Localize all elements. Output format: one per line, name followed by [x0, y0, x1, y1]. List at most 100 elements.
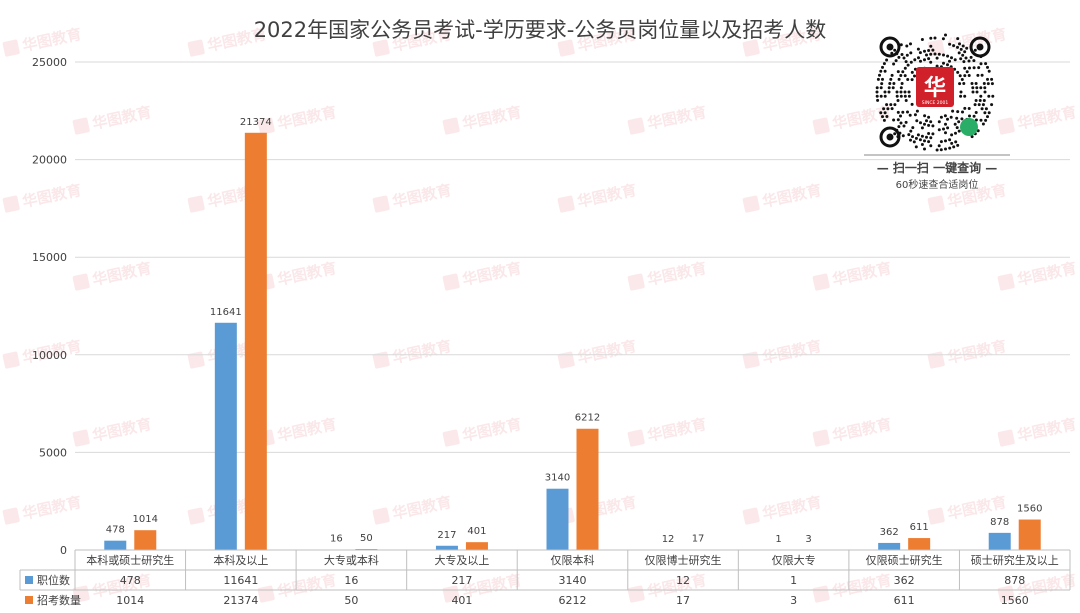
watermark-text: 华图教育 [831, 571, 893, 601]
bar [134, 530, 157, 550]
qr-code-panel: 华 SINCE 2001 — 扫一扫 一键查询 — 60秒速查合适岗位 [864, 33, 1010, 191]
category-label: 仅限硕士研究生 [866, 553, 943, 567]
data-label: 6212 [575, 413, 600, 424]
watermark-text: 华图教育 [91, 259, 153, 289]
table-cell: 478 [120, 574, 141, 587]
legend-swatch [25, 596, 33, 604]
logo-glyph: 华 [924, 75, 946, 101]
watermark-text: 华图教育 [646, 259, 708, 289]
data-labels: 478 1014 11641 21374 16 50 217 401 3140 6212 12 17 1… [106, 117, 1043, 545]
watermark-text: 华图教育 [276, 103, 338, 133]
table-cell: 362 [894, 574, 915, 587]
watermark-logo: 华图教育 [372, 181, 453, 213]
watermark-logo: 华图教育 [257, 259, 338, 291]
watermark-text: 华图教育 [646, 415, 708, 445]
watermark-logo: 华图教育 [812, 415, 893, 447]
y-tick-label: 0 [60, 544, 67, 557]
watermark-logo: 华图教育 [72, 103, 153, 135]
category-label: 本科及以上 [213, 553, 268, 567]
category-label: 大专及以上 [434, 553, 489, 567]
data-label: 478 [106, 525, 125, 536]
y-axis-ticks: 0 5000 10000 15000 20000 25000 [32, 56, 67, 557]
watermark-logo: 华图教育 [2, 25, 83, 57]
table-cell: 50 [344, 594, 358, 607]
watermark-logo: 华图教育 [72, 415, 153, 447]
data-label: 1560 [1017, 504, 1042, 515]
table-cell: 11641 [223, 574, 258, 587]
y-tick-label: 5000 [39, 446, 67, 459]
data-label: 16 [330, 534, 343, 545]
wechat-mini-icon [960, 118, 978, 136]
y-tick-label: 10000 [32, 349, 67, 362]
data-label: 3 [805, 534, 811, 545]
data-label: 401 [467, 526, 486, 537]
watermark-logo: 华图教育 [742, 493, 823, 525]
bar [1018, 519, 1041, 550]
bar [104, 540, 127, 550]
table-cell: 16 [344, 574, 358, 587]
watermark-logo: 华图教育 [442, 415, 523, 447]
category-label: 本科或硕士研究生 [86, 553, 174, 567]
watermark-logo: 华图教育 [742, 181, 823, 213]
bar [244, 132, 267, 550]
category-label: 大专或本科 [324, 553, 379, 567]
table-cell: 17 [676, 594, 690, 607]
watermark-logo: 华图教育 [257, 415, 338, 447]
category-label: 硕士研究生及以上 [971, 553, 1059, 567]
watermark-text: 华图教育 [831, 259, 893, 289]
watermark-logo: 华图教育 [997, 415, 1078, 447]
bars [104, 132, 1041, 550]
table-cell: 401 [451, 594, 472, 607]
bar [576, 428, 599, 550]
bar [465, 542, 488, 550]
legend-swatch [25, 576, 33, 584]
watermark-logo: 华图教育 [257, 571, 338, 603]
logo-badge [916, 67, 954, 107]
watermark-text: 华图教育 [21, 25, 83, 55]
watermark-text: 华图教育 [276, 571, 338, 601]
data-table: 本科或硕士研究生 本科及以上 大专或本科 大专及以上 仅限本科 仅限博士研究生 仅限大专 仅限… [19, 549, 1071, 607]
table-cell: 1 [790, 574, 797, 587]
watermark-logo: 华图教育 [627, 259, 708, 291]
data-label: 878 [990, 517, 1009, 528]
table-cell: 6212 [559, 594, 587, 607]
watermark-logo: 华图教育 [627, 103, 708, 135]
bar [878, 542, 901, 550]
y-tick-label: 25000 [32, 56, 67, 69]
watermark-text: 华图教育 [91, 415, 153, 445]
watermark-text: 华图教育 [391, 181, 453, 211]
watermark-logo: 华图教育 [627, 571, 708, 603]
watermark-text: 华图教育 [21, 493, 83, 523]
table-cell: 21374 [223, 594, 258, 607]
watermark-text: 华图教育 [761, 337, 823, 367]
data-label: 611 [910, 522, 929, 533]
table-cell: 3 [790, 594, 797, 607]
watermark-text: 华图教育 [1016, 415, 1078, 445]
watermark-logo: 华图教育 [812, 571, 893, 603]
watermark-text: 华图教育 [576, 181, 638, 211]
watermark-text: 华图教育 [276, 415, 338, 445]
chart-title: 2022年国家公务员考试-学历要求-公务员岗位量以及招考人数 [254, 18, 827, 42]
watermark-logo: 华图教育 [442, 103, 523, 135]
watermark-text: 华图教育 [461, 259, 523, 289]
watermark-logo: 华图教育 [372, 337, 453, 369]
data-label: 17 [692, 534, 705, 545]
y-tick-label: 15000 [32, 251, 67, 264]
category-label: 仅限本科 [551, 553, 595, 567]
watermark-logo: 华图教育 [72, 259, 153, 291]
bar [546, 488, 569, 550]
series-name: 招考数量 [37, 593, 81, 607]
watermark-text: 华图教育 [831, 415, 893, 445]
watermark-logo: 华图教育 [997, 103, 1078, 135]
watermark-text: 华图教育 [391, 493, 453, 523]
category-label: 仅限大专 [772, 553, 816, 567]
watermark-logo: 华图教育 [557, 181, 638, 213]
data-label: 50 [360, 533, 373, 544]
bar [988, 532, 1011, 550]
watermark-logo: 华图教育 [372, 493, 453, 525]
data-label: 12 [662, 534, 675, 545]
watermark-logo: 华图教育 [442, 259, 523, 291]
watermark-text: 华图教育 [576, 337, 638, 367]
logo-since-text: SINCE 2001 [922, 100, 949, 106]
series-name: 职位数 [37, 573, 70, 587]
